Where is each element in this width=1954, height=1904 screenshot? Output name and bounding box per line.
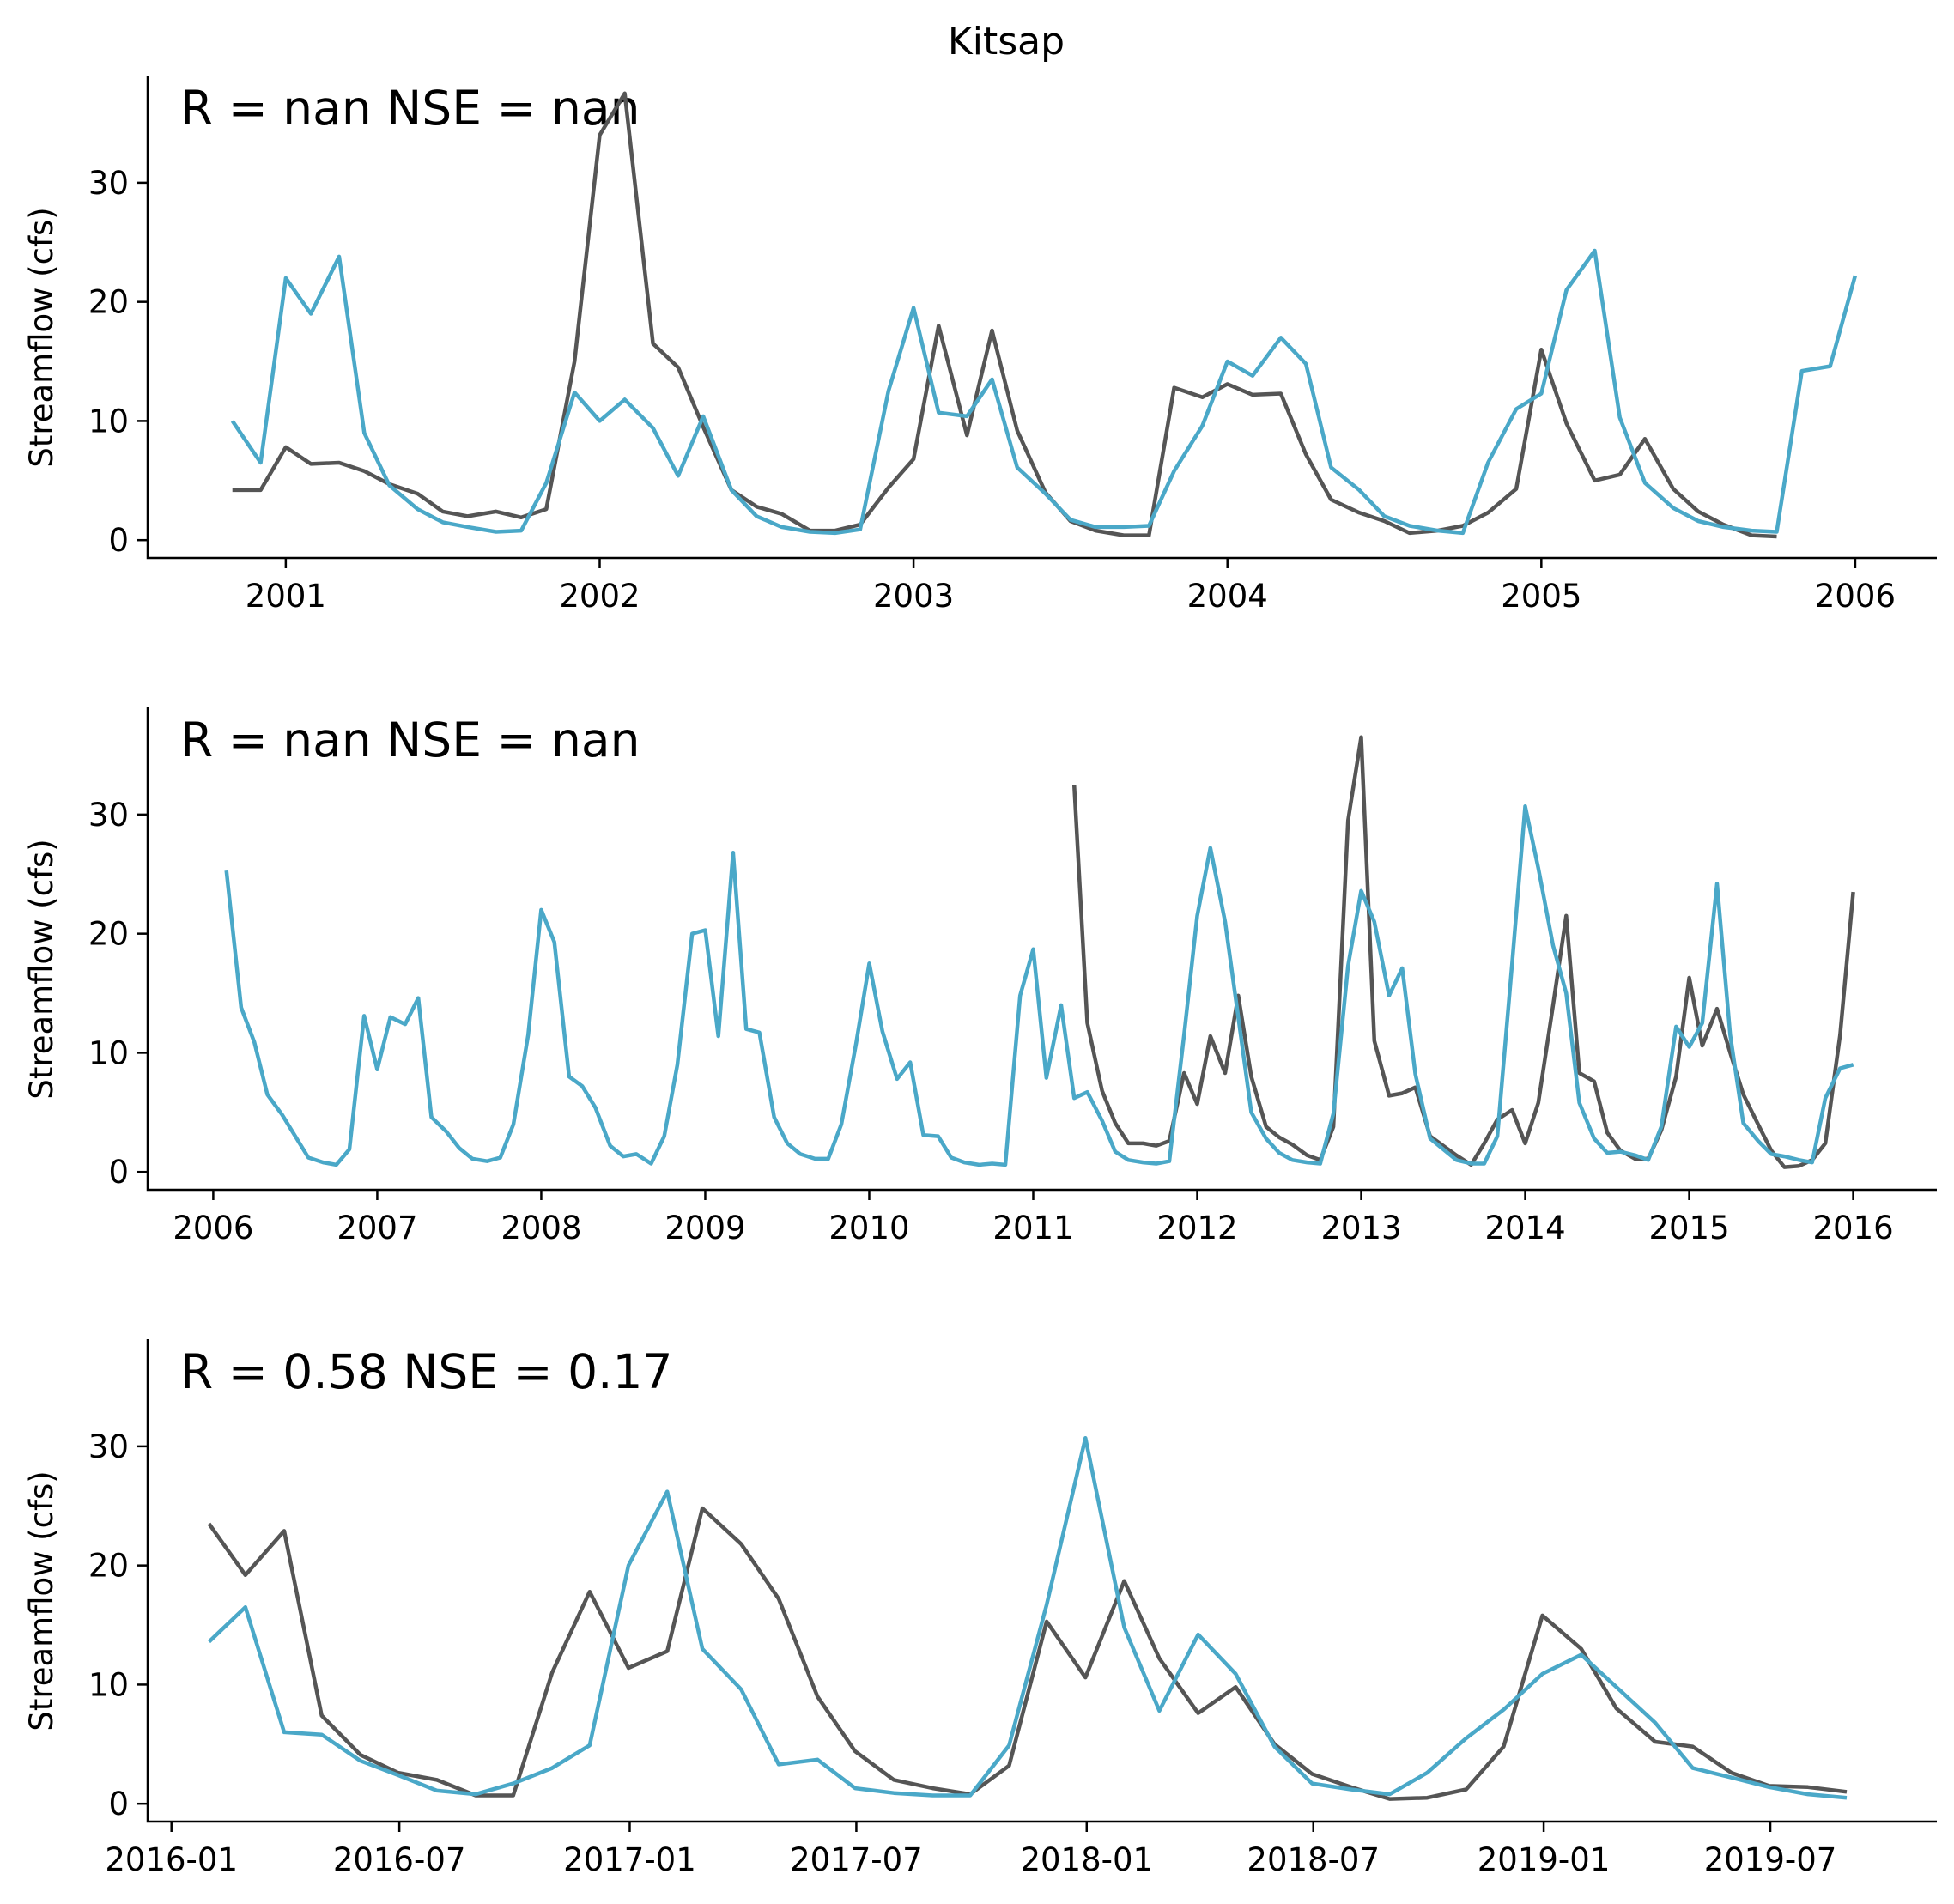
panel-1-axes bbox=[146, 76, 1937, 560]
panel-2-observed-line bbox=[1071, 735, 1855, 1169]
panel-1-x-tick-label: 2004 bbox=[1187, 578, 1268, 615]
panel-3-axes bbox=[146, 1339, 1937, 1823]
panel-3-x-tick-label: 2017-01 bbox=[563, 1841, 696, 1878]
panel-1-x-tick-label: 2005 bbox=[1501, 578, 1581, 615]
panel-1-y-tick-label: 0 bbox=[108, 522, 129, 559]
panel-2: R = nan NSE = nan Streamflow (cfs) 0 10 20… bbox=[23, 707, 1937, 1246]
panel-1-simulated-line bbox=[230, 248, 1858, 536]
figure-title: Kitsap bbox=[948, 20, 1065, 64]
panel-1-x-tick-label: 2003 bbox=[873, 578, 954, 615]
panel-2-x-tick-label: 2015 bbox=[1648, 1210, 1729, 1246]
panel-3-x-tick-label: 2019-07 bbox=[1704, 1841, 1837, 1878]
panel-3-x-tick-label: 2018-01 bbox=[1020, 1841, 1153, 1878]
panel-1-y-axis-label: Streamflow (cfs) bbox=[23, 207, 60, 467]
panel-1-y-tick-label: 10 bbox=[88, 403, 129, 440]
panel-3-y-tick-label: 0 bbox=[108, 1786, 129, 1822]
panel-2-x-tick-label: 2007 bbox=[337, 1210, 417, 1246]
panel-3-y-tick-label: 20 bbox=[88, 1548, 129, 1585]
panel-2-y-tick-label: 20 bbox=[88, 916, 129, 953]
panel-3-x-tick-label: 2018-07 bbox=[1247, 1841, 1380, 1878]
panel-3-simulated-line bbox=[207, 1435, 1848, 1800]
panel-3-x-tick-label: 2019-01 bbox=[1478, 1841, 1611, 1878]
panel-3-observed-line bbox=[207, 1506, 1848, 1801]
panel-2-simulated-line bbox=[224, 803, 1854, 1167]
panel-3: R = 0.58 NSE = 0.17 Streamflow (cfs) 0 10… bbox=[23, 1339, 1937, 1878]
panel-1-stats: R = nan NSE = nan bbox=[180, 81, 640, 136]
panel-2-y-tick-label: 30 bbox=[88, 797, 129, 834]
panel-2-x-tick-label: 2010 bbox=[828, 1210, 909, 1246]
panel-2-y-tick-label: 10 bbox=[88, 1034, 129, 1071]
panel-3-y-tick-label: 30 bbox=[88, 1428, 129, 1465]
panel-2-stats: R = nan NSE = nan bbox=[180, 712, 640, 767]
panel-2-axes bbox=[146, 707, 1937, 1192]
panel-2-x-tick-label: 2009 bbox=[664, 1210, 745, 1246]
panel-1-x-tick-label: 2001 bbox=[246, 578, 326, 615]
panel-1-observed-line bbox=[232, 91, 1777, 539]
panel-2-x-tick-label: 2006 bbox=[173, 1210, 253, 1246]
panel-3-x-tick-label: 2017-07 bbox=[790, 1841, 923, 1878]
panel-3-y-tick-label: 10 bbox=[88, 1666, 129, 1703]
panel-3-x-tick-label: 2016-07 bbox=[333, 1841, 466, 1878]
panel-1-x-tick-label: 2002 bbox=[559, 578, 640, 615]
panel-3-y-axis-label: Streamflow (cfs) bbox=[23, 1470, 60, 1731]
panel-1: R = nan NSE = nan Streamflow (cfs) 0 10 20… bbox=[23, 76, 1937, 615]
panel-2-x-tick-label: 2013 bbox=[1320, 1210, 1401, 1246]
panel-3-x-tick-label: 2016-01 bbox=[105, 1841, 238, 1878]
panel-2-x-tick-label: 2012 bbox=[1156, 1210, 1237, 1246]
panel-1-y-tick-label: 30 bbox=[88, 165, 129, 202]
panel-2-x-tick-label: 2011 bbox=[992, 1210, 1073, 1246]
panel-2-y-axis-label: Streamflow (cfs) bbox=[23, 839, 60, 1099]
panel-2-y-tick-label: 0 bbox=[108, 1154, 129, 1191]
panel-2-x-tick-label: 2014 bbox=[1484, 1210, 1565, 1246]
panel-3-stats: R = 0.58 NSE = 0.17 bbox=[180, 1344, 673, 1399]
panel-1-x-tick-label: 2006 bbox=[1815, 578, 1896, 615]
panel-2-x-tick-label: 2016 bbox=[1812, 1210, 1893, 1246]
panel-2-x-tick-label: 2008 bbox=[501, 1210, 581, 1246]
panel-1-y-tick-label: 20 bbox=[88, 284, 129, 321]
